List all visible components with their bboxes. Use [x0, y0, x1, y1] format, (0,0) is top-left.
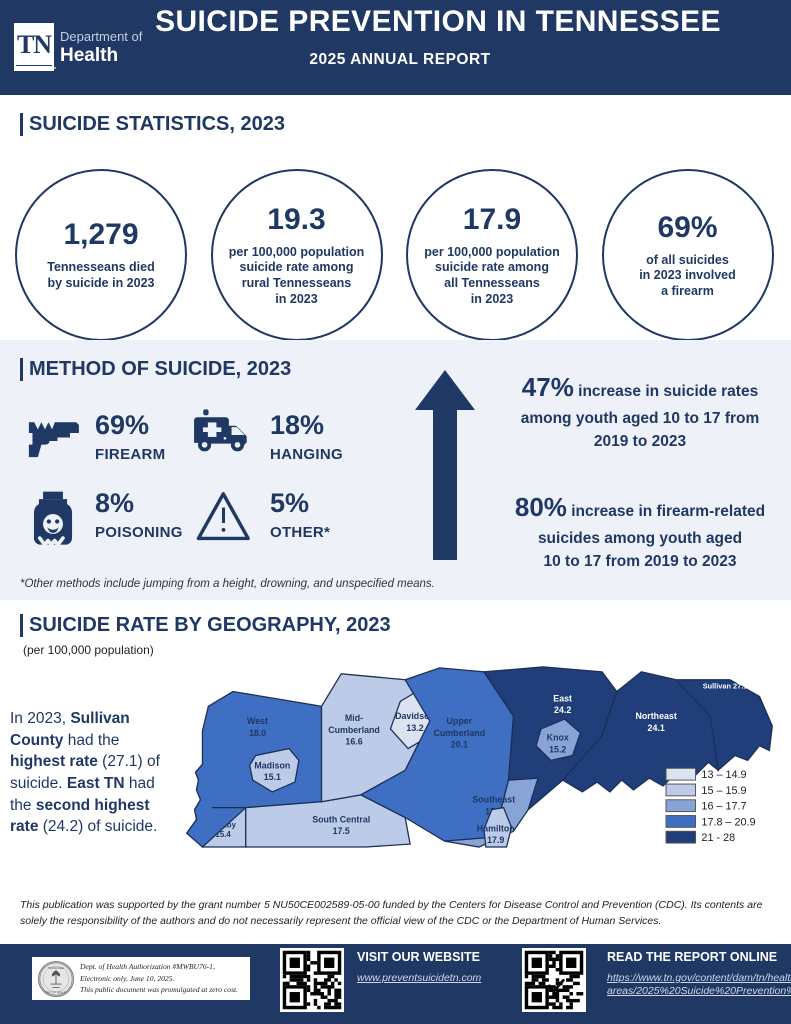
svg-text:Cumberland: Cumberland: [328, 725, 380, 735]
svg-text:13.2: 13.2: [406, 723, 423, 733]
svg-text:17.9: 17.9: [487, 835, 504, 845]
svg-text:24.2: 24.2: [554, 705, 571, 715]
svg-text:Hamilton: Hamilton: [477, 823, 515, 833]
svg-text:15 – 15.9: 15 – 15.9: [701, 785, 746, 797]
svg-text:Knox: Knox: [547, 733, 569, 743]
svg-text:18.0: 18.0: [249, 728, 266, 738]
svg-text:16 – 17.7: 16 – 17.7: [701, 801, 746, 813]
svg-text:Upper: Upper: [447, 716, 473, 726]
svg-text:DEPT OF HEALTH: DEPT OF HEALTH: [44, 990, 67, 994]
svg-text:15.1: 15.1: [264, 772, 281, 782]
svg-text:17.5: 17.5: [333, 826, 350, 836]
svg-text:24.1: 24.1: [648, 723, 665, 733]
svg-text:21 - 28: 21 - 28: [701, 832, 735, 844]
svg-text:16.6: 16.6: [345, 737, 362, 747]
svg-text:13 – 14.9: 13 – 14.9: [701, 769, 746, 781]
svg-text:South Central: South Central: [312, 814, 370, 824]
svg-text:17.8 – 20.9: 17.8 – 20.9: [701, 816, 755, 828]
svg-text:20.1: 20.1: [451, 740, 468, 750]
svg-text:Northeast: Northeast: [636, 711, 677, 721]
svg-text:15.2: 15.2: [549, 745, 566, 755]
svg-text:Madison: Madison: [254, 760, 290, 770]
svg-text:Cumberland: Cumberland: [434, 728, 486, 738]
svg-text:Sullivan 27.1: Sullivan 27.1: [703, 682, 748, 691]
svg-text:West: West: [247, 716, 268, 726]
svg-text:East: East: [553, 693, 572, 703]
svg-text:Southeast: Southeast: [472, 795, 515, 805]
svg-text:Mid-: Mid-: [345, 713, 363, 723]
svg-text:TENNESSEE: TENNESSEE: [48, 965, 65, 969]
